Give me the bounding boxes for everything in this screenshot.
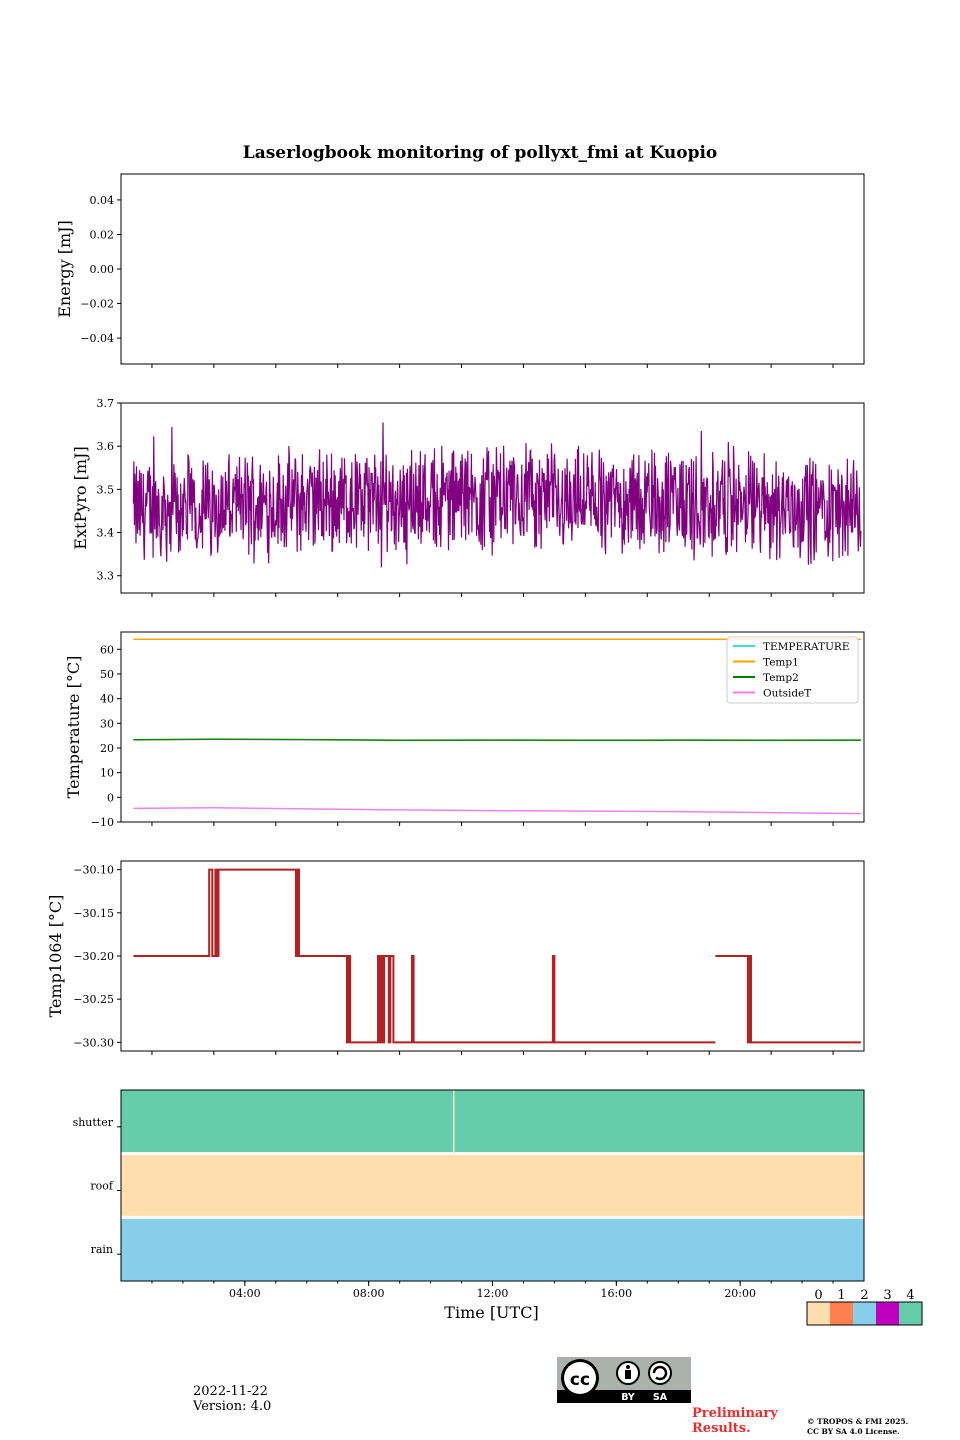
colorbar-cell-4	[899, 1302, 922, 1325]
colorbar-cell-0	[807, 1302, 830, 1325]
temp1064-series-line	[715, 955, 861, 1044]
energy-ytick-label: −0.04	[80, 332, 114, 345]
legend-box	[726, 636, 859, 704]
legend-label-temperature: TEMPERATURE	[763, 641, 850, 653]
colorbar-cell-1	[830, 1302, 853, 1325]
extpyro-series-line	[132, 422, 862, 568]
energy-ytick-label: 0.02	[90, 228, 115, 241]
extpyro-ytick-label: 3.5	[97, 483, 115, 496]
temperature-ytick-label: 40	[100, 693, 114, 706]
status-xtick-label: 08:00	[353, 1287, 385, 1300]
temperature-ytick-label: 60	[100, 643, 114, 656]
temp1064-ylabel: Temp1064 [°C]	[46, 895, 65, 1018]
colorbar-label-4: 4	[906, 1288, 914, 1303]
status-label-rain: rain	[91, 1243, 113, 1256]
temperature-ytick-label: 30	[100, 717, 114, 730]
date-label: 2022-11-22	[193, 1384, 268, 1399]
extpyro-ytick-label: 3.3	[97, 570, 115, 583]
series-line-temp2	[133, 738, 861, 742]
chart-title: Laserlogbook monitoring of pollyxt_fmi a…	[243, 143, 718, 163]
cc-license-badge: cc BY SA	[557, 1357, 691, 1403]
x-axis-label: Time [UTC]	[444, 1303, 538, 1322]
status-label-roof: roof	[90, 1180, 114, 1193]
temp1064-frame	[120, 860, 865, 1052]
colorbar-label-0: 0	[814, 1288, 822, 1303]
status-panel: shutter roof rain 04:00 08:00 12:00 16:00 20:00…	[73, 1089, 865, 1322]
extpyro-frame	[120, 402, 865, 594]
colorbar-label-1: 1	[837, 1288, 845, 1303]
copyright-line-2: CC BY SA 4.0 License.	[807, 1427, 900, 1436]
series-line-outsidet	[133, 806, 861, 815]
energy-panel: 0.04 0.02 0.00 −0.02 −0.04 Energy [mJ]	[55, 194, 834, 368]
temperature-ytick-label: −10	[91, 816, 114, 829]
copyright-line-1: © TROPOS & FMI 2025.	[807, 1417, 909, 1426]
extpyro-ytick-label: 3.7	[97, 397, 115, 410]
temp1064-ytick-label: −30.10	[73, 864, 114, 877]
temperature-legend: TEMPERATURE Temp1 Temp2 OutsideT	[726, 636, 859, 704]
colorbar-frame	[806, 1301, 923, 1326]
temperature-ytick-label: 20	[100, 742, 114, 755]
energy-frame	[120, 173, 865, 365]
energy-ytick-label: 0.00	[90, 263, 115, 276]
status-xtick-label: 12:00	[477, 1287, 509, 1300]
date-version: 2022-11-22 Version: 4.0	[193, 1384, 271, 1414]
temp1064-ytick-label: −30.15	[73, 907, 114, 920]
status-row-rain	[121, 1217, 864, 1281]
temperature-ylabel: Temperature [°C]	[64, 656, 83, 799]
extpyro-ytick-label: 3.4	[97, 527, 115, 540]
status-xtick-label: 04:00	[229, 1287, 261, 1300]
status-row-shutter	[121, 1090, 864, 1154]
status-label-shutter: shutter	[73, 1116, 114, 1129]
temperature-panel: 60 50 40 30 20 10 0 −10 Temperature [°C]	[64, 643, 834, 829]
status-xtick-label: 20:00	[724, 1287, 756, 1300]
extpyro-ylabel: ExtPyro [mJ]	[71, 446, 90, 549]
temp1064-ytick-label: −30.30	[73, 1036, 114, 1049]
extpyro-ytick-label: 3.6	[97, 440, 115, 453]
temp1064-ytick-label: −30.20	[73, 950, 114, 963]
legend-label-temp1: Temp1	[763, 657, 799, 669]
copyright-note: © TROPOS & FMI 2025. CC BY SA 4.0 Licens…	[807, 1417, 908, 1437]
colorbar-label-3: 3	[883, 1288, 891, 1303]
colorbar-label-2: 2	[860, 1288, 868, 1303]
extpyro-panel: 3.7 3.6 3.5 3.4 3.3 ExtPyro [mJ]	[71, 397, 834, 597]
by-text: BY	[621, 1392, 635, 1403]
temperature-ytick-label: 10	[100, 767, 114, 780]
preliminary-results-label: Preliminary Results.	[692, 1406, 778, 1436]
colorbar-cell-3	[876, 1302, 899, 1325]
cc-text: cc	[570, 1370, 590, 1390]
energy-ytick-label: 0.04	[90, 194, 115, 207]
energy-ytick-label: −0.02	[80, 298, 114, 311]
temp1064-panel: −30.10 −30.15 −30.20 −30.25 −30.30 Temp1064 […	[46, 864, 834, 1055]
legend-label-temp2: Temp2	[763, 672, 799, 684]
temp1064-series-line	[133, 868, 716, 1044]
energy-ylabel: Energy [mJ]	[55, 220, 74, 318]
temperature-ytick-label: 0	[107, 791, 114, 804]
status-xtick-label: 16:00	[600, 1287, 632, 1300]
temp1064-ytick-label: −30.25	[73, 993, 114, 1006]
legend-label-outsidet: OutsideT	[763, 688, 811, 700]
temperature-ytick-label: 50	[100, 668, 114, 681]
sa-text: SA	[653, 1392, 668, 1403]
temperature-frame	[120, 631, 865, 823]
sa-icon	[648, 1361, 672, 1385]
status-row-roof	[121, 1153, 864, 1218]
version-label: Version: 4.0	[193, 1399, 272, 1414]
colorbar-cell-2	[853, 1302, 876, 1325]
